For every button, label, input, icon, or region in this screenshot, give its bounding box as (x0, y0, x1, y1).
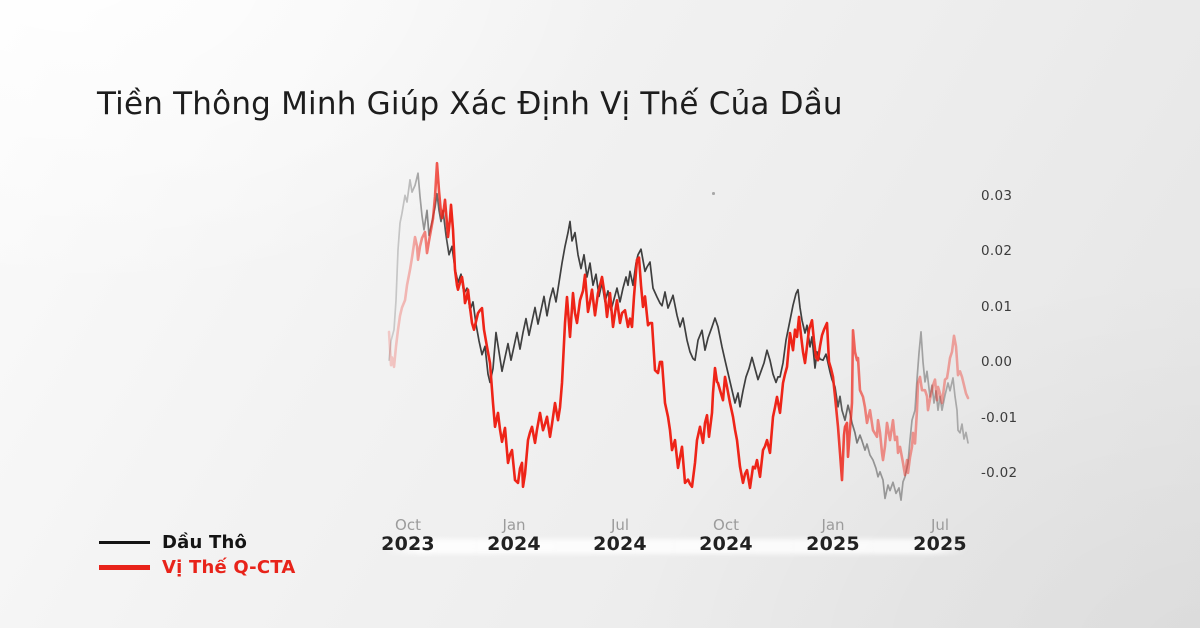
legend-label-q-cta: Vị Thế Q-CTA (162, 557, 296, 578)
q-cta-line-swatch (99, 565, 150, 570)
series-line-1 (387, 161, 970, 490)
crude-oil-line-swatch (99, 540, 150, 545)
legend-label-crude-oil: Dầu Thô (162, 532, 248, 553)
legend: Dầu Thô Vị Thế Q-CTA (99, 530, 295, 580)
legend-item-dau-tho: Dầu Thô (99, 530, 295, 555)
x-axis-highlight-band (383, 539, 969, 554)
legend-item-q-cta: Vị Thế Q-CTA (99, 555, 295, 580)
stray-dot (712, 192, 715, 195)
page-title: Tiền Thông Minh Giúp Xác Định Vị Thế Của… (97, 86, 843, 122)
series-line-0 (388, 172, 969, 501)
